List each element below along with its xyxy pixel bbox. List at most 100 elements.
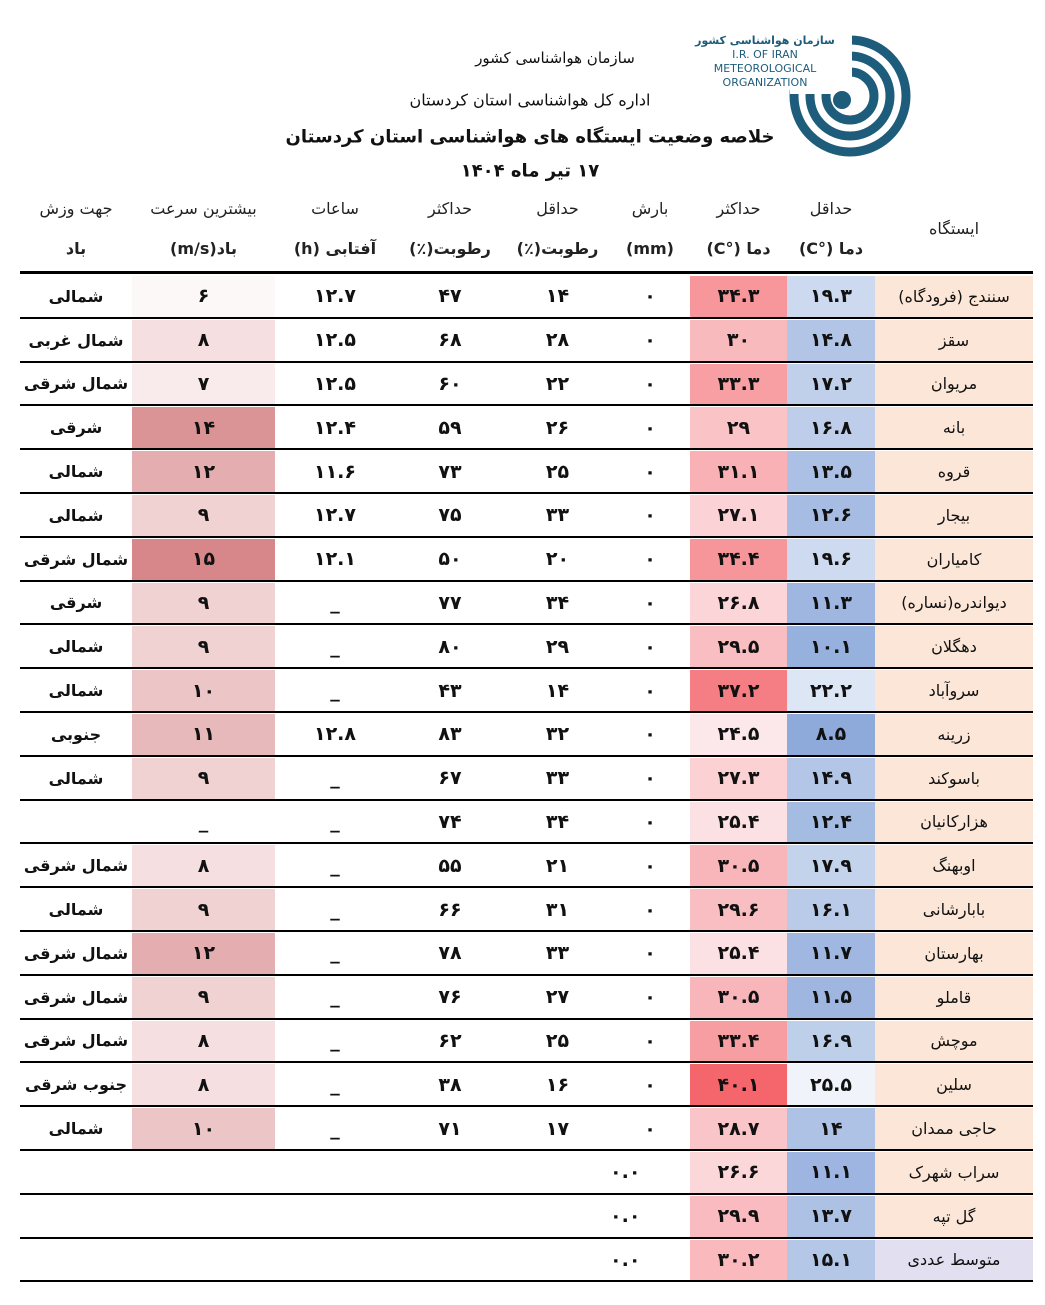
table-cell: ۱۲.۵ [313, 372, 356, 395]
table-cell [20, 1196, 132, 1237]
table-cell: ۲۷.۱ [690, 495, 787, 536]
table-cell: ۲۵.۴ [690, 801, 787, 843]
table-cell: ۲۵ [545, 1029, 570, 1052]
table-cell: ۶۶ [438, 898, 462, 921]
table-cell: ۳۱.۱ [690, 451, 787, 492]
logo-line: METEOROLOGICAL [714, 62, 817, 75]
table-cell: _ [330, 1117, 340, 1140]
table-cell: ۳۲ [545, 723, 570, 746]
table-cell: ۱۶ [545, 1073, 570, 1096]
table-cell: شمال شرقی [23, 856, 129, 876]
table-cell: ۱۲.۵ [313, 329, 356, 352]
table-cell: _ [330, 898, 340, 921]
table-cell: ۱۹.۳ [787, 276, 875, 317]
table-cell: شمالی [48, 637, 104, 657]
station-name: قروه [875, 451, 1033, 492]
table-cell: ۰ [644, 635, 656, 658]
row-border [20, 623, 1033, 626]
header-border [20, 271, 1033, 274]
logo: سازمان هواشناسی کشور I.R. OF IRAN METEOR… [694, 30, 911, 157]
table-cell [132, 1196, 275, 1237]
table-cell: _ [330, 810, 340, 833]
column-header: ایستگاه [928, 219, 980, 238]
table-cell: ۱۱ [132, 714, 275, 755]
table-cell: شمالی [48, 286, 104, 306]
table-cell: ۲۹ [690, 407, 787, 449]
table-cell: ۱۰ [132, 670, 275, 711]
table-cell [132, 1240, 275, 1281]
table-cell: شرقی [49, 418, 103, 438]
table-cell: ۰.۰ [610, 1205, 641, 1228]
station-name: سلین [875, 1064, 1033, 1106]
table-cell: ۳۰.۲ [690, 1239, 787, 1281]
table-cell: ۸۳ [438, 723, 462, 746]
table-cell: ۲۵.۴ [690, 933, 787, 974]
table-cell: ۱۲ [132, 451, 275, 492]
table-cell: ۳۴ [545, 810, 570, 833]
table-cell: ۲۸ [545, 329, 570, 352]
row-border [20, 1061, 1033, 1064]
station-name: بابارشانی [875, 889, 1033, 930]
table-cell: ۱۷ [545, 1117, 570, 1140]
table-cell [20, 1240, 132, 1281]
table-cell: ۶۸ [438, 329, 462, 352]
table-cell: ۷۶ [438, 986, 462, 1009]
table-cell: ۱۶.۱ [787, 889, 875, 930]
table-cell: ۲۹.۵ [690, 626, 787, 668]
table-cell: _ [330, 591, 340, 614]
report-title: خلاصه وضعیت ایستگاه های هواشناسی استان ک… [285, 126, 775, 148]
row-border [20, 1280, 1033, 1283]
table-cell: ۳۰.۵ [690, 976, 787, 1018]
table-cell: شمال شرقی [23, 374, 129, 394]
table-cell: ۱۷.۹ [787, 845, 875, 887]
row-border [20, 1017, 1033, 1020]
table-cell: ۰ [644, 329, 656, 352]
table-cell: ۴۰.۱ [690, 1064, 787, 1106]
station-name: هزارکانیان [875, 801, 1033, 843]
table-cell: ۷ [132, 363, 275, 405]
station-name: سقز [875, 319, 1033, 361]
station-name: سنندج (فرودگاه) [875, 276, 1033, 317]
table-cell: ۱۱.۷ [787, 933, 875, 974]
column-header: دما (°C) [706, 239, 771, 258]
column-header: حداکثر [427, 199, 472, 218]
table-cell: ۲۲.۲ [787, 670, 875, 711]
table-cell: ۰ [644, 810, 656, 833]
table-cell: ۱۵.۱ [787, 1239, 875, 1281]
table-cell: ۲۶ [545, 416, 570, 439]
table-cell: ۰.۰ [610, 1248, 641, 1271]
row-border [20, 492, 1033, 494]
table-cell: ۱۲.۶ [787, 495, 875, 536]
table-cell: ۹ [132, 976, 275, 1018]
table-cell: شمال شرقی [23, 943, 129, 963]
table-cell: _ [330, 1029, 340, 1052]
column-header: بیشترین سرعت [150, 199, 257, 218]
table-cell: ۰ [644, 548, 656, 571]
table-cell: ۶۰ [438, 372, 462, 395]
table-cell [20, 1152, 132, 1193]
station-name: حاجی ممدان [875, 1108, 1033, 1149]
table-cell: ۱۲.۸ [313, 723, 356, 746]
table-cell: _ [330, 635, 340, 658]
table-cell: _ [330, 942, 340, 965]
row-border [20, 1192, 1033, 1195]
table-cell [275, 1196, 395, 1237]
table-cell: ۲۹.۶ [690, 889, 787, 930]
table-cell: _ [330, 679, 340, 702]
row-border [20, 448, 1033, 451]
table-cell: ۶۷ [438, 767, 462, 790]
row-border [20, 711, 1033, 713]
row-border [20, 886, 1033, 889]
report-date: ۱۷ تیر ماه ۱۴۰۴ [460, 160, 600, 182]
table-cell: ۶ [132, 276, 275, 317]
row-border [20, 1149, 1033, 1151]
table-cell: ۰ [644, 372, 656, 395]
table-cell: _ [330, 1073, 340, 1096]
column-header: دما (°C) [798, 239, 864, 258]
table-cell: ۱۲.۴ [313, 416, 356, 439]
station-name: دهگلان [875, 626, 1033, 668]
station-name: کامیاران [875, 538, 1033, 580]
table-cell: ۸ [132, 845, 275, 887]
station-name: بیجار [875, 495, 1033, 536]
